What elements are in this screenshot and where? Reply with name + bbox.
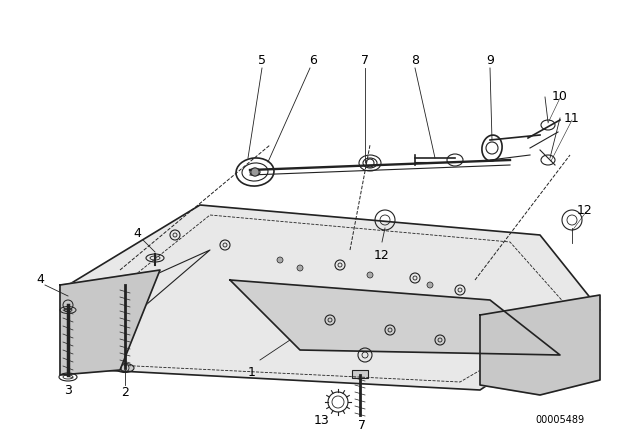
Polygon shape bbox=[230, 280, 560, 355]
Polygon shape bbox=[60, 270, 160, 375]
Polygon shape bbox=[60, 205, 600, 390]
Text: 8: 8 bbox=[411, 53, 419, 66]
Text: 6: 6 bbox=[309, 53, 317, 66]
Text: 3: 3 bbox=[64, 383, 72, 396]
Text: 10: 10 bbox=[552, 90, 568, 103]
Circle shape bbox=[251, 168, 259, 176]
Circle shape bbox=[427, 282, 433, 288]
Text: 00005489: 00005489 bbox=[536, 415, 584, 425]
Circle shape bbox=[367, 272, 373, 278]
Circle shape bbox=[297, 265, 303, 271]
FancyBboxPatch shape bbox=[60, 298, 76, 308]
Text: 11: 11 bbox=[564, 112, 580, 125]
Text: 2: 2 bbox=[121, 385, 129, 399]
Text: 4: 4 bbox=[36, 272, 44, 285]
Circle shape bbox=[277, 257, 283, 263]
Text: 12: 12 bbox=[374, 249, 390, 262]
Text: 5: 5 bbox=[258, 53, 266, 66]
Ellipse shape bbox=[116, 363, 134, 372]
FancyBboxPatch shape bbox=[118, 278, 132, 287]
Text: 7: 7 bbox=[358, 418, 366, 431]
FancyBboxPatch shape bbox=[352, 370, 368, 378]
Text: 9: 9 bbox=[486, 53, 494, 66]
Text: 7: 7 bbox=[361, 53, 369, 66]
Text: 12: 12 bbox=[577, 203, 593, 216]
Text: 13: 13 bbox=[314, 414, 330, 426]
Text: 4: 4 bbox=[133, 227, 141, 240]
Polygon shape bbox=[480, 295, 600, 395]
Text: 1: 1 bbox=[248, 366, 256, 379]
